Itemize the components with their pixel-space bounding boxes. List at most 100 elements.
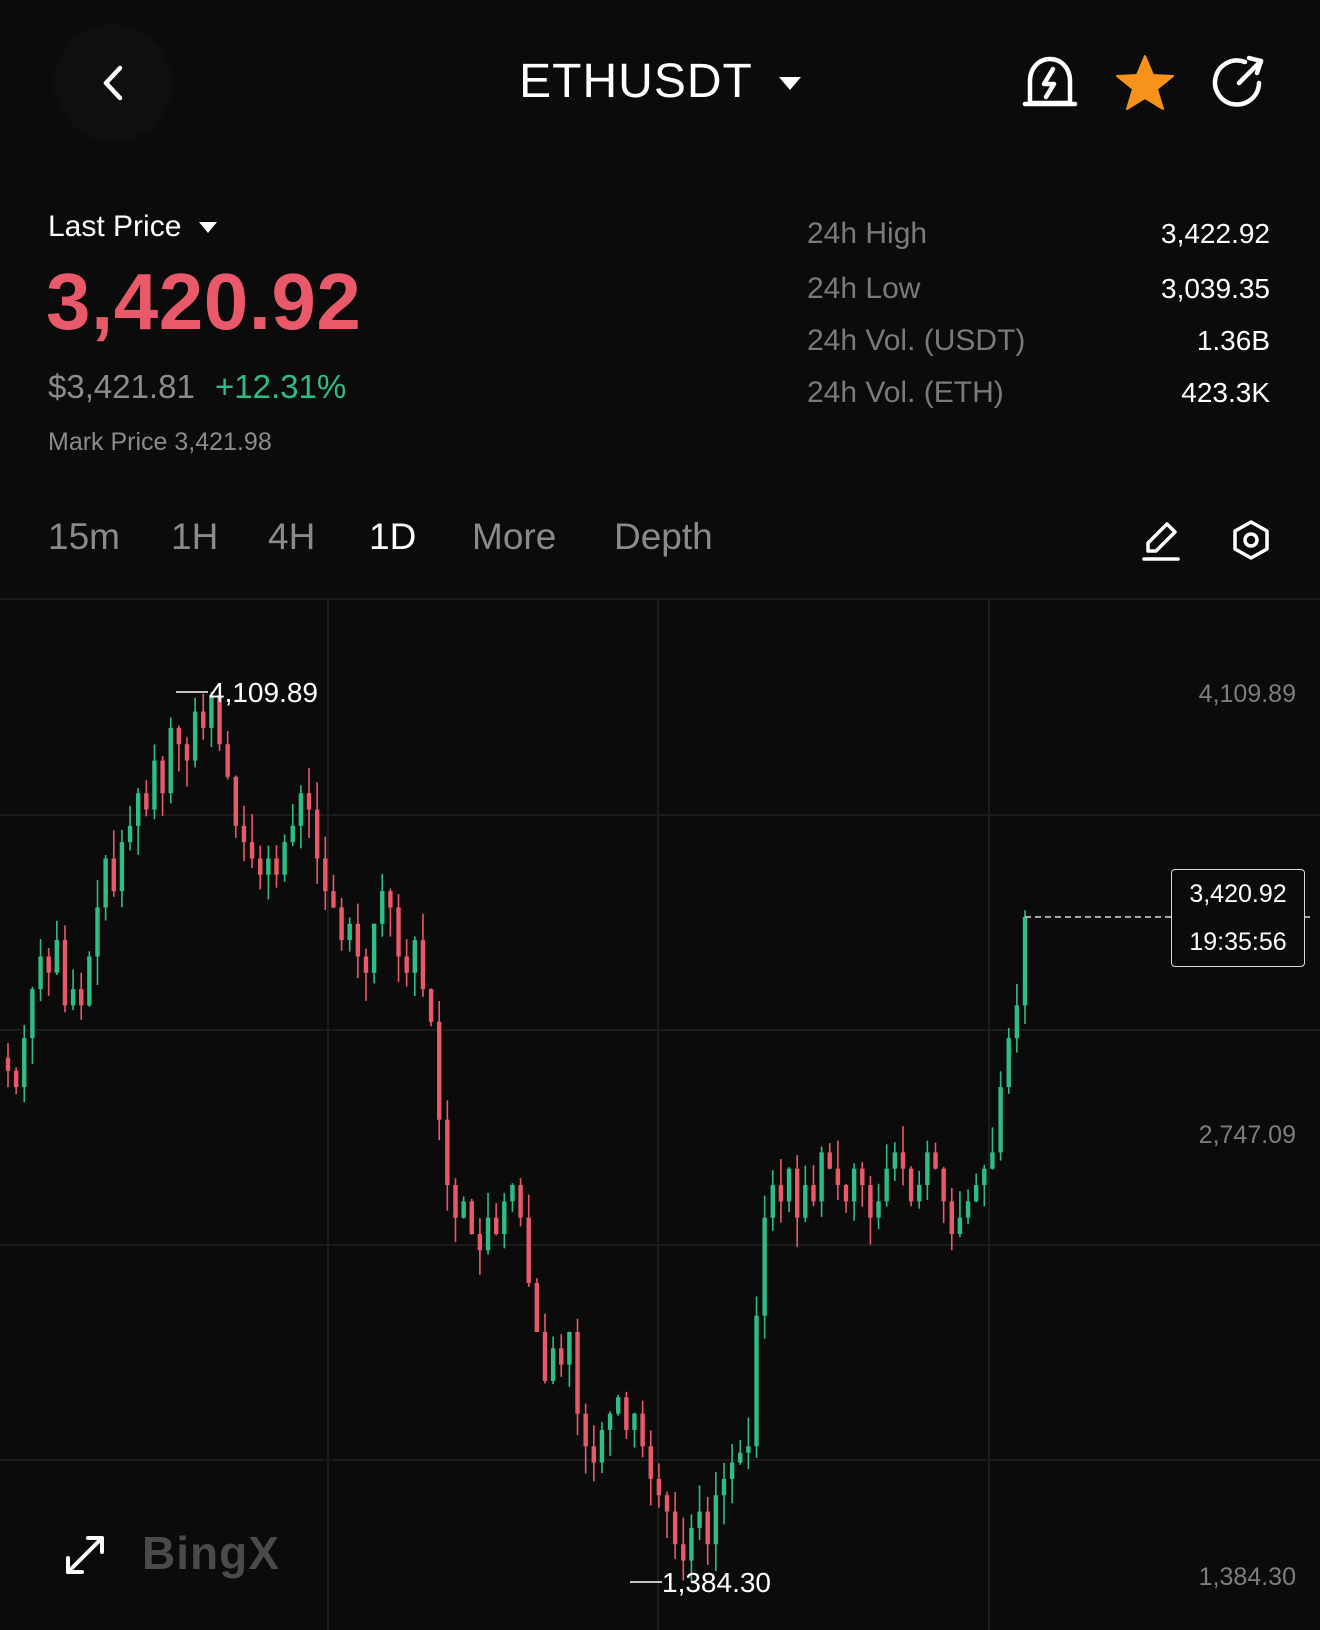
candle-body xyxy=(526,1217,531,1283)
candle-body xyxy=(819,1152,824,1202)
candle-body xyxy=(54,940,60,973)
candle-body xyxy=(559,1348,564,1365)
candle-body xyxy=(144,793,149,810)
candle-body xyxy=(152,760,157,810)
candle-body xyxy=(827,1152,832,1169)
mark-price: Mark Price 3,421.98 xyxy=(48,428,272,456)
candle-body xyxy=(843,1185,849,1202)
candle-body xyxy=(339,907,344,941)
candle-body xyxy=(502,1201,507,1235)
candle-body xyxy=(713,1495,719,1545)
candle-body xyxy=(908,1168,914,1202)
favorite-button[interactable] xyxy=(1112,50,1178,116)
candle-body xyxy=(13,1070,19,1088)
current-price-tag: 3,420.92 19:35:56 xyxy=(1171,869,1305,967)
candle-body xyxy=(534,1282,540,1332)
candle-body xyxy=(1014,1005,1020,1039)
candle-body xyxy=(794,1168,800,1218)
candle-body xyxy=(404,956,409,973)
settings-hexagon-icon xyxy=(1233,520,1269,560)
candle-body xyxy=(428,989,434,1022)
candle-body xyxy=(298,793,304,826)
change-percent: +12.31% xyxy=(215,368,347,405)
candle-body xyxy=(314,809,320,859)
candle-body xyxy=(591,1446,596,1463)
candle-body xyxy=(1006,1038,1011,1088)
candle-body xyxy=(217,695,222,745)
candle-body xyxy=(550,1348,556,1381)
candle-body xyxy=(437,1021,442,1120)
stat-value-24h-vol-usdt: 1.36B xyxy=(1196,325,1270,356)
candlestick-chart[interactable]: 4,109.89 2,747.09 1,384.30 4,109.89 1,38… xyxy=(0,600,1320,1630)
price-alert-button[interactable] xyxy=(1017,50,1083,116)
candle-body xyxy=(941,1168,946,1202)
candle-body xyxy=(892,1152,898,1169)
caret-down-icon xyxy=(778,77,801,90)
candle-body xyxy=(786,1168,792,1202)
tab-1h[interactable]: 1H xyxy=(171,516,219,557)
stat-value-24h-low: 3,039.35 xyxy=(1161,273,1270,304)
candle-body xyxy=(640,1413,645,1447)
candle-body xyxy=(607,1413,613,1430)
y-axis-label-bottom: 1,384.30 xyxy=(1199,1563,1296,1591)
expand-chart-button[interactable] xyxy=(60,1530,110,1580)
candle-body xyxy=(493,1217,499,1235)
tab-4h[interactable]: 4H xyxy=(268,516,316,557)
price-type-selector[interactable]: Last Price xyxy=(48,210,218,244)
stat-label-24h-low: 24h Low xyxy=(807,272,921,305)
candle-body xyxy=(518,1185,523,1218)
candle-body xyxy=(697,1511,702,1528)
candle-body xyxy=(209,695,214,728)
tab-more[interactable]: More xyxy=(472,516,557,557)
candle-body xyxy=(973,1185,979,1202)
candle-body xyxy=(420,940,426,990)
candle-body xyxy=(762,1217,767,1316)
candle-body xyxy=(754,1315,759,1447)
pair-selector[interactable]: ETHUSDT xyxy=(0,54,1320,109)
candle-body xyxy=(38,956,43,990)
candle-body xyxy=(323,858,328,892)
candle-body xyxy=(778,1185,784,1202)
candle-body xyxy=(624,1397,629,1430)
candle-body xyxy=(982,1168,987,1186)
candle-body xyxy=(241,825,247,843)
candle-body xyxy=(705,1511,710,1545)
tab-15m[interactable]: 15m xyxy=(48,516,120,557)
candle-body xyxy=(79,989,84,1006)
candle-body xyxy=(746,1446,751,1453)
star-icon xyxy=(1116,55,1174,110)
candle-body xyxy=(355,923,361,957)
draw-tool-button[interactable] xyxy=(1136,515,1186,565)
candle-body xyxy=(201,711,206,728)
tab-1d[interactable]: 1D xyxy=(369,516,417,557)
candle-body xyxy=(396,907,401,957)
candle-body xyxy=(46,956,51,973)
candle-body xyxy=(347,923,352,941)
candle-body xyxy=(249,842,255,859)
candle-body xyxy=(168,727,173,794)
candle-body xyxy=(266,858,271,875)
candle-body xyxy=(689,1527,694,1561)
caret-down-icon xyxy=(199,221,218,233)
tab-depth[interactable]: Depth xyxy=(614,516,713,557)
candle-body xyxy=(5,1057,11,1071)
chart-grid xyxy=(0,600,1320,1630)
share-icon xyxy=(1212,55,1264,107)
high-price-label: 4,109.89 xyxy=(209,677,318,708)
chart-settings-button[interactable] xyxy=(1226,515,1276,565)
chevron-left-icon xyxy=(103,65,123,101)
candle-body xyxy=(949,1201,954,1235)
back-button[interactable] xyxy=(60,30,166,136)
stat-value-24h-vol-eth: 423.3K xyxy=(1181,377,1270,408)
y-axis-label-mid: 2,747.09 xyxy=(1199,1121,1296,1149)
candles xyxy=(5,692,1028,1582)
candle-body xyxy=(567,1331,572,1365)
stat-label-24h-vol-eth: 24h Vol. (ETH) xyxy=(807,376,1004,409)
candle-body xyxy=(469,1201,474,1235)
candle-body xyxy=(477,1234,483,1251)
candle-body xyxy=(95,907,100,957)
share-button[interactable] xyxy=(1208,50,1274,116)
candle-body xyxy=(933,1152,938,1169)
candle-body xyxy=(290,825,295,843)
candle-body xyxy=(599,1429,605,1463)
